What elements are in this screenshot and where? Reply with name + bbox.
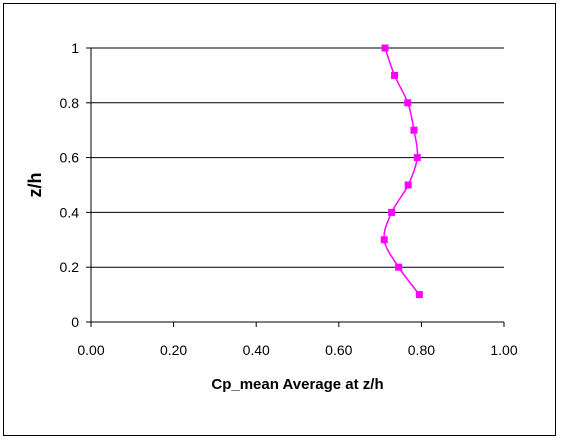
series-line <box>383 47 420 296</box>
x-tick-label: 1.00 <box>490 342 517 358</box>
data-point <box>395 263 403 271</box>
y-tick-label: 0.2 <box>60 259 80 275</box>
y-tick-label: 0 <box>71 314 79 330</box>
y-axis-ticks: 0 0.2 0.4 0.6 0.8 1 <box>60 40 91 330</box>
data-point <box>391 71 399 79</box>
x-axis-ticks: 0.00 0.20 0.40 0.60 0.80 1.00 <box>77 322 518 358</box>
x-tick-label: 0.40 <box>243 342 270 358</box>
x-axis-title: Cp_mean Average at z/h <box>211 376 383 393</box>
y-tick-label: 0.6 <box>60 150 80 166</box>
gridlines <box>91 47 504 268</box>
data-point <box>388 208 396 216</box>
data-point <box>404 181 412 189</box>
chart-area <box>3 3 556 436</box>
x-tick-label: 0.80 <box>408 342 435 358</box>
y-tick-label: 1 <box>71 40 79 56</box>
data-point <box>381 44 389 52</box>
data-point <box>404 99 412 107</box>
x-tick-label: 0.60 <box>325 342 352 358</box>
series-cp-mean <box>380 44 423 299</box>
data-point <box>413 154 421 162</box>
y-tick-label: 0.4 <box>60 204 80 220</box>
data-point <box>410 126 418 134</box>
data-point <box>415 291 423 299</box>
y-axis-title: z/h <box>25 173 45 198</box>
axes <box>90 48 504 323</box>
x-tick-label: 0.20 <box>160 342 187 358</box>
y-tick-label: 0.8 <box>60 95 80 111</box>
x-tick-label: 0.00 <box>77 342 104 358</box>
data-point <box>380 236 388 244</box>
